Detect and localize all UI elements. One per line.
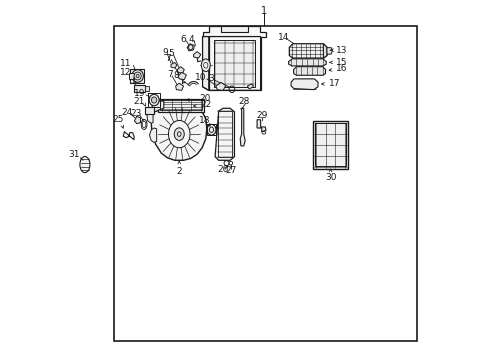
Text: 11: 11 — [120, 59, 132, 68]
Bar — [114, 26, 416, 341]
Polygon shape — [215, 82, 225, 90]
Polygon shape — [202, 26, 265, 90]
Ellipse shape — [80, 157, 90, 173]
Text: 26: 26 — [217, 166, 228, 175]
Polygon shape — [178, 72, 186, 80]
Text: 22: 22 — [193, 100, 212, 109]
Bar — [145, 86, 148, 91]
Polygon shape — [257, 120, 265, 132]
Text: 24: 24 — [121, 108, 132, 117]
Text: 25: 25 — [112, 115, 123, 124]
Text: 14: 14 — [277, 33, 288, 42]
Polygon shape — [290, 79, 317, 90]
Polygon shape — [240, 108, 244, 146]
Polygon shape — [147, 113, 153, 123]
Text: 30: 30 — [324, 169, 336, 182]
Text: 31: 31 — [68, 150, 80, 159]
Polygon shape — [175, 83, 183, 90]
Text: 13: 13 — [329, 46, 347, 55]
Text: 27: 27 — [225, 166, 236, 175]
Polygon shape — [152, 101, 163, 113]
Ellipse shape — [134, 72, 141, 80]
Text: 10: 10 — [195, 73, 206, 82]
Text: 20: 20 — [186, 94, 211, 103]
Polygon shape — [288, 59, 325, 66]
Bar — [312, 121, 348, 169]
Text: 2: 2 — [176, 161, 182, 176]
Text: 28: 28 — [238, 97, 250, 106]
Polygon shape — [215, 108, 234, 160]
Polygon shape — [171, 62, 177, 68]
Bar — [206, 125, 216, 135]
Bar — [221, 26, 247, 32]
Polygon shape — [134, 116, 140, 124]
Text: 7: 7 — [167, 70, 172, 79]
Bar — [134, 85, 145, 93]
Text: 12: 12 — [120, 68, 131, 77]
Text: 18: 18 — [198, 116, 210, 125]
Polygon shape — [326, 48, 332, 54]
Text: 1: 1 — [261, 6, 267, 16]
Polygon shape — [323, 44, 326, 58]
Text: 29: 29 — [256, 111, 267, 120]
Polygon shape — [149, 128, 156, 142]
Polygon shape — [289, 44, 326, 58]
Ellipse shape — [201, 59, 210, 72]
Bar — [147, 93, 160, 107]
Text: 15: 15 — [329, 58, 347, 67]
Text: 23: 23 — [130, 109, 142, 118]
Bar — [314, 123, 346, 166]
Bar — [129, 69, 144, 83]
Text: 8: 8 — [173, 71, 179, 80]
Bar — [160, 100, 202, 111]
Polygon shape — [151, 107, 206, 160]
Text: 6: 6 — [180, 35, 186, 44]
Bar — [217, 111, 231, 157]
Bar — [145, 107, 154, 114]
Ellipse shape — [149, 94, 159, 106]
Text: 19: 19 — [134, 89, 145, 98]
Bar — [158, 99, 204, 112]
Bar — [129, 73, 133, 79]
Text: 7: 7 — [165, 54, 171, 63]
Polygon shape — [247, 84, 253, 89]
Polygon shape — [202, 37, 208, 90]
Bar — [213, 40, 255, 87]
Polygon shape — [187, 44, 194, 51]
Ellipse shape — [206, 125, 216, 135]
Text: 21: 21 — [133, 97, 144, 106]
Polygon shape — [177, 67, 184, 73]
Text: 17: 17 — [321, 79, 340, 88]
Text: 9: 9 — [162, 48, 167, 57]
Text: 3: 3 — [208, 74, 214, 83]
Ellipse shape — [132, 70, 143, 82]
Text: 4: 4 — [188, 35, 194, 44]
Text: 5: 5 — [168, 49, 174, 58]
Ellipse shape — [151, 97, 157, 103]
Ellipse shape — [174, 128, 184, 140]
Polygon shape — [193, 51, 201, 58]
Polygon shape — [293, 67, 325, 75]
Text: 16: 16 — [328, 64, 347, 73]
